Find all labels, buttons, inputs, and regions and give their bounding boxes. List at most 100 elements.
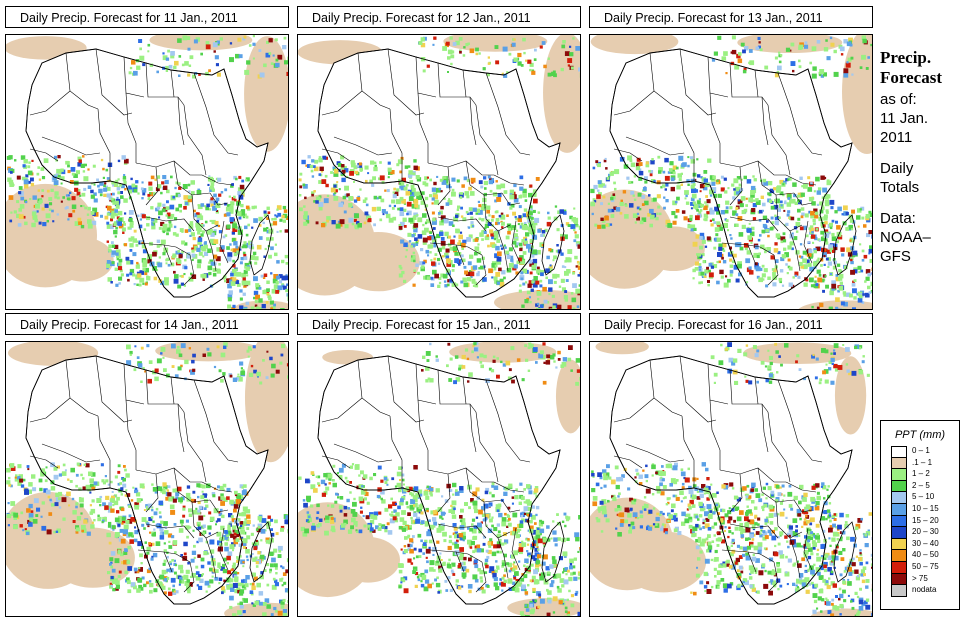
precip-cell	[354, 465, 360, 470]
precip-cell	[239, 616, 243, 617]
precip-cell	[160, 239, 166, 245]
precip-cell	[195, 222, 201, 228]
precip-cell	[826, 56, 831, 61]
precip-cell	[536, 249, 541, 255]
precip-cell	[245, 177, 250, 182]
precip-cell	[858, 270, 861, 273]
precip-cell	[503, 244, 506, 247]
precip-cell	[831, 287, 835, 291]
precip-cell	[349, 465, 353, 469]
precip-cell	[137, 214, 140, 218]
precip-cell	[411, 187, 416, 193]
precip-cell	[229, 544, 235, 550]
precip-cell	[189, 227, 192, 229]
precip-cell	[519, 541, 522, 545]
precip-cell	[208, 175, 211, 178]
precip-cell	[266, 583, 270, 587]
precip-cell	[774, 242, 778, 246]
precip-cell	[504, 539, 509, 544]
precip-cell	[108, 504, 112, 509]
precip-cell	[744, 247, 748, 251]
precip-cell	[496, 281, 500, 285]
precip-cell	[174, 186, 177, 190]
precip-cell	[422, 69, 426, 73]
precip-cell	[475, 516, 479, 519]
precip-cell	[539, 45, 543, 49]
precip-cell	[139, 55, 145, 61]
precip-cell	[435, 561, 440, 566]
precip-cell	[336, 472, 339, 475]
border-line	[485, 72, 531, 156]
border-line	[29, 397, 71, 423]
precip-cell	[179, 579, 182, 582]
precip-cell	[50, 462, 55, 468]
precip-cell	[113, 222, 117, 227]
precip-cell	[471, 528, 477, 534]
precip-cell	[150, 516, 154, 519]
precip-cell	[170, 54, 175, 59]
precip-cell	[6, 480, 11, 485]
precip-cell	[318, 180, 322, 184]
precip-cell	[303, 502, 308, 508]
precip-cell	[832, 265, 837, 270]
precip-cell	[782, 183, 785, 186]
precip-cell	[526, 290, 531, 295]
precip-cell	[118, 262, 122, 266]
precip-cell	[286, 71, 288, 76]
precip-cell	[736, 191, 740, 195]
precip-cell	[750, 193, 755, 198]
precip-cell	[790, 61, 796, 66]
precip-cell	[105, 495, 110, 500]
precip-cell	[767, 234, 770, 238]
precip-cell	[241, 511, 246, 517]
precip-cell	[124, 158, 129, 164]
precip-cell	[447, 545, 452, 551]
precip-cell	[232, 583, 238, 588]
precip-cell	[756, 275, 760, 279]
precip-cell	[226, 256, 232, 262]
precip-cell	[437, 284, 441, 288]
precip-cell	[126, 260, 131, 265]
precip-cell	[241, 272, 246, 278]
precip-cell	[692, 241, 698, 247]
precip-cell	[182, 514, 186, 518]
precip-cell	[788, 266, 793, 271]
precip-cell	[256, 371, 261, 377]
precip-cell	[151, 506, 154, 509]
precip-cell	[819, 209, 824, 214]
precip-cell	[817, 277, 823, 283]
precip-cell	[363, 221, 367, 225]
precip-cell	[54, 195, 58, 199]
precip-cell	[564, 51, 570, 56]
precip-cell	[531, 280, 535, 284]
precip-cell	[254, 300, 258, 303]
precip-cell	[477, 200, 480, 203]
precip-cell	[252, 42, 256, 46]
precip-cell	[162, 203, 166, 207]
precip-cell	[436, 560, 439, 564]
precip-cell	[148, 181, 153, 186]
precip-cell	[504, 512, 507, 516]
precip-cell	[230, 568, 233, 572]
precip-cell	[30, 510, 34, 513]
precip-cell	[191, 247, 194, 250]
precip-cell	[494, 280, 498, 284]
precip-cell	[424, 196, 429, 201]
precip-cell	[574, 220, 578, 225]
precip-cell	[47, 495, 51, 499]
precip-cell	[802, 258, 807, 264]
precip-cell	[863, 224, 867, 228]
precip-cell	[774, 56, 778, 60]
precip-cell	[469, 527, 473, 532]
precip-cell	[124, 494, 127, 497]
precip-cell	[484, 223, 489, 228]
precip-cell	[412, 255, 416, 259]
precip-cell	[474, 548, 479, 553]
precip-cell	[227, 551, 233, 557]
precip-cell	[522, 268, 527, 274]
precip-cell	[597, 163, 601, 168]
precip-cell	[41, 176, 46, 180]
precip-cell	[245, 509, 251, 514]
precip-cell	[778, 216, 781, 219]
precip-cell	[661, 184, 666, 188]
